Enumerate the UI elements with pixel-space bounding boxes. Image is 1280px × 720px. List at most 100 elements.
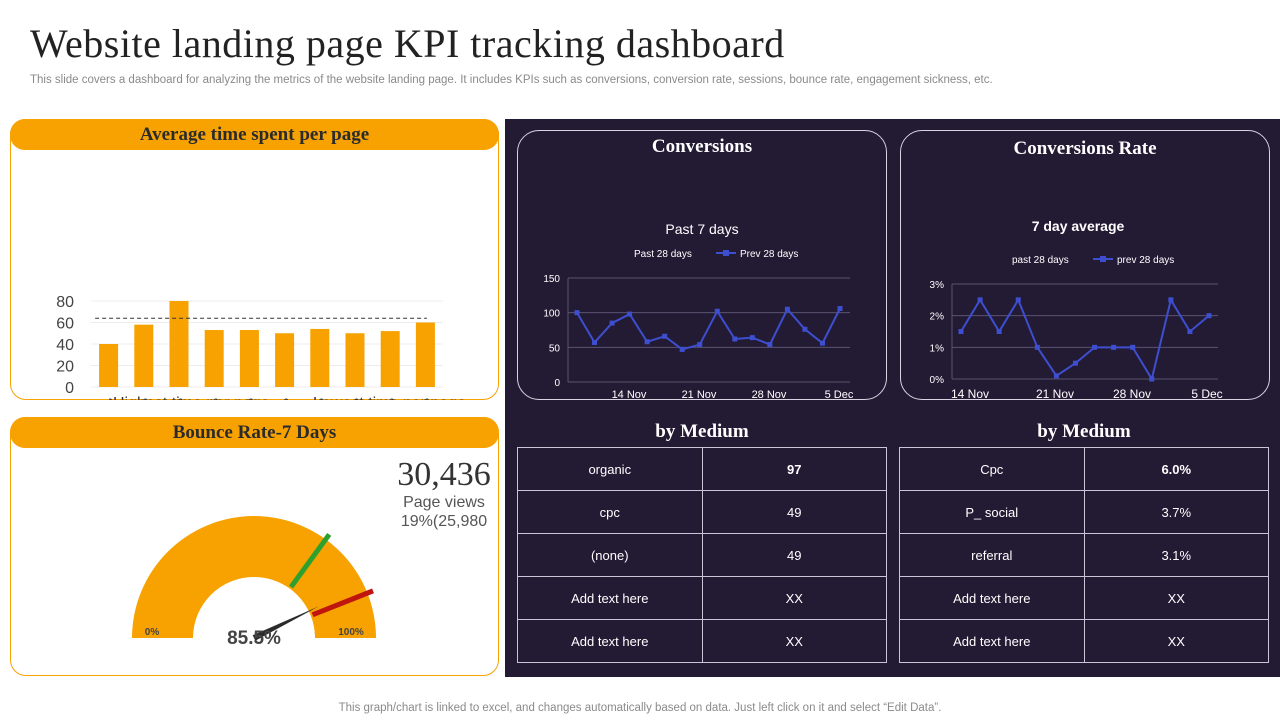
- series-line: [576, 307, 841, 351]
- x-tick-label: 5 Dec: [1191, 387, 1222, 399]
- page-title: Website landing page KPI tracking dashbo…: [30, 21, 785, 66]
- table-row: cpc 49: [517, 490, 888, 534]
- page-views-sub: 19%(25,980: [400, 513, 488, 530]
- data-point: [732, 336, 738, 342]
- y-tick-label: 3%: [930, 280, 945, 291]
- gauge-max-label: 100%: [338, 627, 364, 638]
- data-point: [1111, 344, 1117, 350]
- conversion-rate-title: Conversions Rate: [1013, 138, 1157, 159]
- medium-name-cell: Cpc: [899, 447, 1085, 491]
- avg-time-panel: Average time spent per page 0204060802/1…: [10, 119, 499, 400]
- medium-right-table: Cpc 6.0% P_ social 3.7% referral 3.1% Add text…: [899, 447, 1270, 663]
- gauge-value-label: 85.5%: [227, 628, 281, 649]
- page-subtitle: This slide covers a dashboard for analyz…: [30, 74, 993, 86]
- medium-name-cell: cpc: [517, 490, 703, 534]
- medium-name-cell: organic: [517, 447, 703, 491]
- medium-left-table: organic 97 cpc 49 (none) 49 Add text here XX Add…: [517, 447, 888, 663]
- bar: [99, 344, 119, 387]
- legend-bar-swatch: [75, 399, 109, 400]
- page-views-value: 30,436: [397, 456, 491, 493]
- data-point: [1206, 313, 1212, 319]
- bar: [275, 333, 295, 387]
- data-point: [749, 335, 755, 341]
- y-tick-label: 0%: [930, 375, 945, 386]
- page-views-label: Page views: [403, 494, 485, 511]
- data-point: [819, 340, 825, 346]
- medium-right-title: by Medium: [1037, 421, 1131, 442]
- data-point: [1092, 344, 1098, 350]
- medium-name-cell: Add text here: [517, 576, 703, 620]
- gauge-green-marker: [289, 532, 332, 589]
- legend-bar-label: Highest time per page: [113, 395, 270, 400]
- data-point: [977, 297, 983, 303]
- avg-time-chart: 0204060802/1/20233/1/20234/1/20235/1/202…: [56, 294, 466, 400]
- conversion-rate-card: Conversions Rate 7 day average past 28 da…: [900, 130, 1270, 400]
- conversions-card: Conversions Past 7 days Past 28 days Prev …: [517, 130, 887, 400]
- data-point: [1130, 344, 1136, 350]
- data-point: [996, 329, 1002, 334]
- series-line: [960, 297, 1210, 382]
- y-tick-label: 0: [554, 378, 560, 389]
- x-tick-label: 28 Nov: [752, 389, 787, 399]
- medium-name-cell: referral: [899, 533, 1085, 577]
- data-point: [609, 320, 615, 326]
- medium-value-cell: 3.7%: [1083, 490, 1270, 534]
- data-point: [1168, 297, 1174, 303]
- data-point: [1034, 344, 1040, 350]
- data-point: [1072, 360, 1078, 366]
- y-tick-label: 0: [65, 380, 74, 397]
- data-point: [644, 339, 650, 345]
- bounce-panel: Bounce Rate-7 Days 30,436 Page views 19%…: [10, 417, 499, 676]
- data-point: [574, 310, 580, 316]
- gauge-red-marker: [311, 588, 374, 618]
- bar: [239, 330, 259, 387]
- legend-a-label: Past 28 days: [634, 249, 692, 260]
- bounce-header: Bounce Rate-7 Days: [10, 417, 499, 448]
- gauge-min-label: 0%: [145, 627, 160, 638]
- legend-b-marker: [723, 250, 729, 256]
- y-tick-label: 60: [56, 316, 74, 333]
- data-point: [1187, 329, 1193, 334]
- x-tick-label: 21 Nov: [682, 389, 717, 399]
- medium-value-cell: 6.0%: [1083, 447, 1270, 491]
- chart-title: 7 day average: [1032, 218, 1125, 234]
- page-footer: This graph/chart is linked to excel, and…: [338, 702, 942, 714]
- bar: [415, 322, 435, 387]
- data-point: [802, 326, 808, 332]
- y-tick-label: 100: [543, 309, 560, 320]
- data-point: [1149, 376, 1155, 382]
- table-row: Add text here XX: [899, 576, 1270, 620]
- bar: [204, 330, 224, 387]
- y-tick-label: 20: [56, 359, 74, 376]
- legend-b-label: prev 28 days: [1117, 255, 1174, 266]
- data-point: [1053, 373, 1059, 379]
- y-tick-label: 80: [56, 294, 74, 311]
- medium-name-cell: (none): [517, 533, 703, 577]
- medium-name-cell: Add text here: [517, 619, 703, 663]
- conversion-rate-chart: 7 day average past 28 days prev 28 days 0% 1…: [930, 218, 1223, 399]
- table-row: Cpc 6.0%: [899, 447, 1270, 491]
- data-point: [662, 333, 668, 339]
- x-tick-label: 5 Dec: [825, 389, 854, 399]
- bar: [169, 301, 189, 387]
- table-row: referral 3.1%: [899, 533, 1270, 577]
- medium-value-cell: XX: [701, 619, 888, 663]
- x-tick-label: 14 Nov: [612, 389, 647, 399]
- data-point: [1015, 297, 1021, 303]
- data-point: [837, 306, 843, 312]
- bar: [134, 324, 154, 387]
- legend-b-marker: [1100, 256, 1106, 262]
- data-point: [714, 308, 720, 314]
- legend-line-label: Lowest time per page: [313, 395, 466, 400]
- table-row: (none) 49: [517, 533, 888, 577]
- medium-value-cell: XX: [1083, 576, 1270, 620]
- avg-time-header: Average time spent per page: [10, 119, 499, 150]
- legend-a-label: past 28 days: [1012, 255, 1069, 266]
- medium-value-cell: XX: [1083, 619, 1270, 663]
- medium-name-cell: P_ social: [899, 490, 1085, 534]
- gauge-needle: [252, 606, 319, 641]
- medium-value-cell: 3.1%: [1083, 533, 1270, 577]
- data-point: [592, 339, 598, 345]
- medium-value-cell: 49: [701, 533, 888, 577]
- chart-title: Past 7 days: [665, 221, 738, 237]
